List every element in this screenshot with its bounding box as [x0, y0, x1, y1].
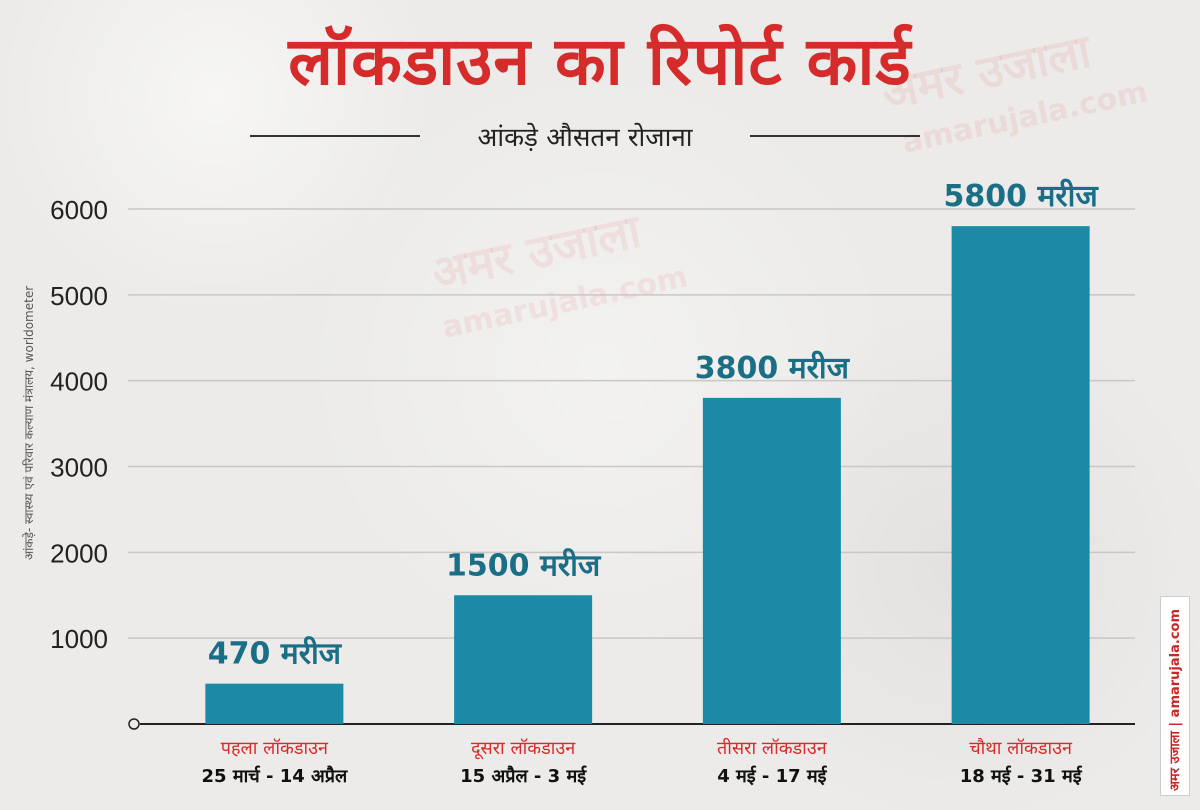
x-date-range-label: 4 मई - 17 मई	[717, 765, 827, 787]
x-category-label: चौथा लॉकडाउन	[969, 737, 1073, 759]
y-tick-label: 3000	[50, 453, 108, 483]
y-tick-label: 6000	[50, 195, 108, 225]
subtitle-rule-left	[250, 135, 420, 137]
brand-logo: अमर उजाला | amarujala.com	[1160, 596, 1190, 796]
bar-value-label: 1500 मरीज	[446, 547, 602, 583]
bar	[951, 226, 1090, 724]
bar	[454, 595, 593, 724]
y-tick-label: 1000	[50, 624, 108, 654]
subtitle-block: आंकड़े औसतन रोजाना	[250, 118, 920, 154]
x-date-range-label: 25 मार्च - 14 अप्रैल	[202, 765, 348, 787]
x-date-range-label: 15 अप्रैल - 3 मई	[460, 765, 587, 787]
x-date-range-label: 18 मई - 31 मई	[960, 765, 1083, 787]
y-tick-label: 5000	[50, 281, 108, 311]
y-tick-label: 4000	[50, 367, 108, 397]
y-zero-marker	[128, 718, 140, 730]
bar	[702, 397, 841, 724]
y-tick-label: 2000	[50, 538, 108, 568]
bar-value-label: 470 मरीज	[208, 636, 343, 672]
bar	[205, 683, 344, 724]
subtitle: आंकड़े औसतन रोजाना	[477, 123, 693, 153]
bar-value-label: 5800 मरीज	[944, 178, 1100, 214]
subtitle-rule-right	[750, 135, 920, 137]
page-title: लॉकडाउन का रिपोर्ट कार्ड	[288, 23, 912, 100]
x-category-label: दूसरा लॉकडाउन	[471, 738, 576, 760]
bar-value-label: 3800 मरीज	[695, 350, 851, 386]
x-category-label: पहला लॉकडाउन	[221, 738, 329, 759]
x-category-label: तीसरा लॉकडाउन	[717, 737, 828, 759]
